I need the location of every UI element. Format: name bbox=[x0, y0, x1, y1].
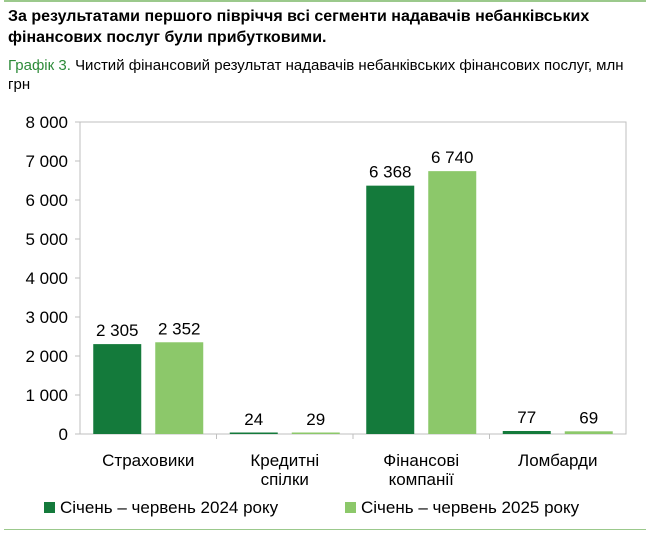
data-label: 2 352 bbox=[158, 319, 201, 338]
bar-2024 bbox=[229, 432, 278, 434]
y-tick-label: 8 000 bbox=[25, 113, 68, 132]
data-label: 6 740 bbox=[431, 148, 474, 167]
y-tick-label: 4 000 bbox=[25, 269, 68, 288]
caption-text: Чистий фінансовий результат надавачів не… bbox=[8, 57, 624, 93]
x-category-label: компанії bbox=[389, 470, 455, 489]
legend-swatch-2024 bbox=[44, 502, 55, 513]
page-headline: За результатами першого півріччя всі сег… bbox=[8, 8, 590, 46]
data-label: 6 368 bbox=[369, 163, 412, 182]
data-label: 77 bbox=[517, 408, 536, 427]
x-category-label: Ломбарди bbox=[518, 451, 597, 470]
data-labels: 2 305 2 352 24 29 6 368 6 740 77 69 bbox=[96, 148, 598, 429]
x-category-label: Страховики bbox=[102, 451, 194, 470]
y-tick-label: 1 000 bbox=[25, 386, 68, 405]
y-tick-label: 6 000 bbox=[25, 191, 68, 210]
y-tick-label: 7 000 bbox=[25, 152, 68, 171]
x-category-label: спілки bbox=[261, 470, 309, 489]
y-tick-label: 2 000 bbox=[25, 347, 68, 366]
bar-2025 bbox=[564, 431, 613, 434]
chart-caption: Графік 3. Чистий фінансовий результат на… bbox=[8, 56, 638, 94]
bar-2024 bbox=[502, 430, 551, 434]
legend-swatch-2025 bbox=[345, 502, 356, 513]
data-label: 29 bbox=[306, 410, 325, 429]
bar-2025 bbox=[428, 171, 477, 434]
x-category-label: Кредитні bbox=[250, 451, 319, 470]
bottom-divider bbox=[4, 529, 646, 530]
data-label: 69 bbox=[579, 408, 598, 427]
bar-2024 bbox=[93, 344, 142, 434]
bar-2025 bbox=[291, 432, 340, 434]
top-divider bbox=[4, 0, 646, 2]
legend-label-2025: Січень – червень 2025 року bbox=[361, 498, 580, 517]
y-tick-label: 3 000 bbox=[25, 308, 68, 327]
bar-2025 bbox=[155, 342, 204, 434]
legend-label-2024: Січень – червень 2024 року bbox=[60, 498, 279, 517]
bar-2024 bbox=[366, 185, 415, 434]
data-label: 24 bbox=[244, 410, 263, 429]
data-label: 2 305 bbox=[96, 321, 139, 340]
y-axis: 0 1 000 2 000 3 000 4 000 5 000 6 000 7 000 8 00… bbox=[25, 113, 627, 444]
x-category-label: Фінансові bbox=[383, 451, 459, 470]
y-tick-label: 0 bbox=[59, 425, 68, 444]
y-tick-label: 5 000 bbox=[25, 230, 68, 249]
bars bbox=[93, 171, 613, 434]
legend: Січень – червень 2024 року Січень – черве… bbox=[44, 498, 580, 517]
caption-label: Графік 3. bbox=[8, 57, 71, 74]
